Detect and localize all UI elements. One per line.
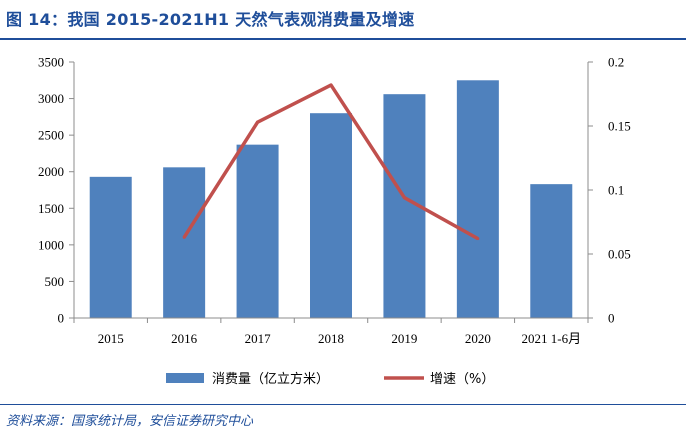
- bar-2017: [236, 144, 279, 318]
- title-divider: [0, 38, 686, 40]
- right-tick-label: 0.2: [608, 55, 624, 70]
- left-tick-label: 0: [58, 311, 65, 326]
- figure-title: 图 14：我国 2015-2021H1 天然气表观消费量及增速: [6, 10, 415, 29]
- bar-2015: [89, 176, 132, 318]
- footer-divider: [0, 404, 686, 405]
- bar-2018: [310, 113, 352, 318]
- growth-point-2017: [256, 120, 260, 124]
- x-tick-label: 2019: [391, 331, 417, 346]
- left-tick-label: 3000: [38, 91, 64, 106]
- x-tick-label: 2017: [245, 331, 272, 346]
- x-tick-label: 2015: [98, 331, 124, 346]
- growth-point-2019: [402, 196, 406, 200]
- bar-2020: [456, 80, 499, 319]
- legend: 消费量（亿立方米） 增速（%）: [166, 371, 494, 387]
- bar-2021 1-6月: [530, 184, 573, 318]
- left-tick-label: 2000: [38, 164, 64, 179]
- left-tick-label: 1000: [38, 237, 64, 252]
- source-note: 资料来源：国家统计局，安信证券研究中心: [6, 414, 254, 429]
- x-tick-label: 2018: [318, 331, 344, 346]
- x-tick-label: 2016: [171, 331, 198, 346]
- axes: 0 500 1000 1500 2000 2500 3000 3500 0 0.05 0.1 0.15…: [38, 55, 631, 347]
- right-tick-label: 0: [608, 311, 615, 326]
- growth-line-series: [182, 83, 480, 241]
- x-tick-label: 2021 1-6月: [521, 331, 581, 346]
- legend-bar-swatch: [166, 373, 204, 383]
- right-tick-label: 0.1: [608, 183, 624, 198]
- left-tick-label: 2500: [38, 128, 64, 143]
- left-tick-label: 500: [45, 274, 65, 289]
- legend-line-label: 增速（%）: [430, 372, 494, 387]
- growth-point-2020: [476, 237, 480, 241]
- right-tick-label: 0.15: [608, 119, 631, 134]
- growth-point-2016: [182, 235, 186, 239]
- chart-area: 0 500 1000 1500 2000 2500 3000 3500 0 0.05 0.1 0.15…: [38, 55, 631, 388]
- right-tick-label: 0.05: [608, 247, 631, 262]
- bar-2016: [163, 167, 206, 318]
- left-tick-label: 3500: [38, 55, 64, 70]
- left-tick-label: 1500: [38, 201, 64, 216]
- x-tick-label: 2020: [465, 331, 491, 346]
- growth-point-2018: [329, 83, 333, 87]
- bar-series: [89, 80, 573, 319]
- legend-bar-label: 消费量（亿立方米）: [212, 371, 329, 387]
